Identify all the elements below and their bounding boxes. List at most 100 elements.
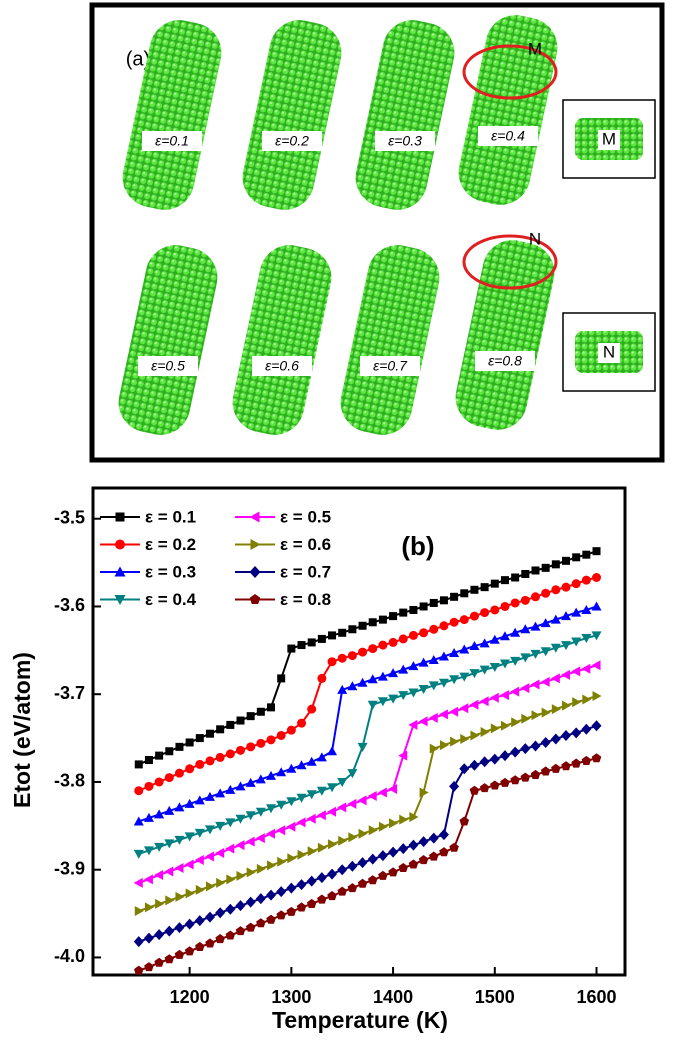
marker bbox=[460, 589, 468, 597]
legend-label: ε = 0.5 bbox=[280, 507, 331, 526]
marker bbox=[490, 693, 499, 703]
marker bbox=[206, 730, 214, 738]
legend-marker bbox=[250, 566, 261, 578]
marker bbox=[530, 680, 539, 690]
marker bbox=[134, 966, 144, 975]
marker bbox=[144, 874, 153, 884]
marker bbox=[216, 878, 225, 888]
marker bbox=[501, 721, 510, 731]
marker bbox=[327, 746, 337, 755]
marker bbox=[581, 724, 591, 735]
marker bbox=[520, 743, 530, 754]
marker bbox=[439, 621, 448, 630]
marker bbox=[500, 602, 509, 611]
legend-label: ε = 0.7 bbox=[280, 562, 331, 581]
strain-label: ε=0.4 bbox=[491, 128, 525, 144]
marker bbox=[480, 756, 490, 767]
marker bbox=[440, 596, 448, 604]
marker bbox=[174, 922, 184, 933]
marker bbox=[347, 861, 357, 872]
marker bbox=[287, 907, 297, 916]
marker bbox=[531, 566, 539, 574]
marker bbox=[449, 843, 459, 852]
marker bbox=[226, 874, 235, 884]
marker bbox=[286, 883, 296, 894]
marker bbox=[287, 853, 296, 863]
marker bbox=[225, 844, 234, 854]
marker bbox=[205, 938, 215, 947]
marker bbox=[236, 926, 246, 935]
marker bbox=[358, 857, 368, 868]
marker bbox=[135, 906, 144, 916]
marker bbox=[247, 712, 255, 720]
marker bbox=[388, 867, 398, 876]
marker bbox=[572, 579, 581, 588]
series-line bbox=[139, 635, 597, 853]
marker bbox=[359, 622, 367, 630]
strain-label: ε=0.1 bbox=[155, 133, 189, 149]
strain-label: ε=0.3 bbox=[388, 133, 422, 149]
marker bbox=[480, 696, 489, 706]
marker bbox=[134, 878, 143, 888]
marker bbox=[134, 850, 144, 859]
marker bbox=[287, 726, 296, 735]
marker bbox=[510, 747, 520, 758]
marker bbox=[256, 833, 265, 843]
marker bbox=[277, 857, 286, 867]
marker bbox=[276, 910, 286, 919]
marker bbox=[490, 605, 499, 614]
marker bbox=[215, 907, 225, 918]
marker bbox=[154, 870, 163, 880]
legend-marker bbox=[250, 512, 260, 523]
marker bbox=[297, 817, 306, 827]
marker bbox=[175, 892, 184, 902]
marker bbox=[369, 825, 378, 835]
marker bbox=[429, 625, 438, 634]
marker bbox=[368, 875, 378, 884]
figure: (a)ε=0.1ε=0.2ε=0.3ε=0.4ε=0.5ε=0.6ε=0.7ε=… bbox=[0, 0, 686, 1042]
marker bbox=[592, 753, 602, 762]
marker bbox=[531, 710, 540, 720]
marker bbox=[348, 883, 358, 892]
marker bbox=[267, 703, 275, 711]
marker bbox=[481, 727, 490, 737]
marker bbox=[470, 586, 478, 594]
marker bbox=[196, 885, 205, 895]
marker bbox=[541, 766, 551, 775]
marker bbox=[246, 837, 255, 847]
marker bbox=[185, 919, 195, 930]
marker bbox=[226, 931, 236, 940]
marker bbox=[164, 866, 173, 876]
marker bbox=[216, 753, 225, 762]
legend-label: ε = 0.8 bbox=[280, 590, 331, 609]
marker bbox=[337, 864, 347, 875]
marker bbox=[521, 596, 530, 605]
marker bbox=[338, 836, 347, 846]
marker bbox=[398, 863, 408, 872]
marker bbox=[440, 740, 449, 750]
marker bbox=[276, 825, 285, 835]
marker bbox=[378, 850, 388, 861]
series-line bbox=[139, 758, 597, 970]
marker bbox=[308, 846, 317, 856]
marker bbox=[246, 897, 256, 908]
marker bbox=[175, 950, 185, 959]
marker bbox=[206, 881, 215, 891]
marker bbox=[307, 899, 317, 908]
marker bbox=[235, 840, 244, 850]
marker bbox=[430, 599, 438, 607]
marker bbox=[247, 867, 256, 877]
marker bbox=[358, 879, 368, 888]
marker bbox=[318, 843, 327, 853]
marker bbox=[378, 787, 387, 797]
marker bbox=[298, 850, 307, 860]
marker bbox=[236, 717, 244, 725]
marker bbox=[348, 832, 357, 842]
marker bbox=[195, 760, 204, 769]
marker bbox=[154, 929, 164, 940]
marker bbox=[175, 769, 184, 778]
marker bbox=[571, 727, 581, 738]
marker bbox=[297, 719, 306, 728]
marker bbox=[185, 764, 194, 773]
marker bbox=[236, 871, 245, 881]
